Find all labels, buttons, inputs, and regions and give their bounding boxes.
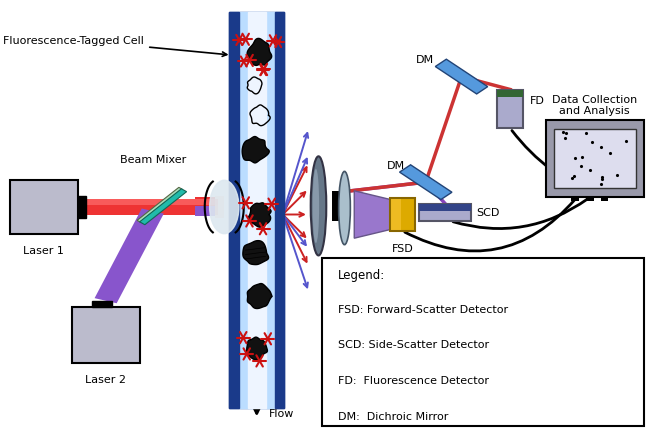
Bar (419, 204, 471, 221)
Polygon shape (400, 166, 452, 200)
Bar (275, 13, 284, 408)
Ellipse shape (311, 157, 326, 256)
Bar (248, 13, 266, 408)
Text: FD: FD (530, 96, 545, 106)
Bar (72, 307, 140, 363)
Bar (10, 181, 78, 234)
FancyArrowPatch shape (453, 200, 588, 229)
Bar (239, 13, 275, 408)
Bar (92, 301, 112, 307)
FancyArrowPatch shape (405, 200, 575, 252)
Text: Legend:: Legend: (338, 269, 385, 282)
Bar (229, 13, 284, 408)
Text: SCD: Side-Scatter Detector: SCD: Side-Scatter Detector (338, 340, 489, 350)
Text: SCD: SCD (476, 208, 500, 218)
Text: DM:  Dichroic Mirror: DM: Dichroic Mirror (338, 411, 448, 421)
Ellipse shape (339, 172, 350, 245)
Text: Laser 1: Laser 1 (23, 245, 64, 255)
Bar (86, 200, 218, 205)
Bar (195, 197, 215, 206)
Text: Flow: Flow (268, 408, 294, 418)
Text: FD:  Fluorescence Detector: FD: Fluorescence Detector (338, 375, 489, 385)
Text: FSD: Forward-Scatter Detector: FSD: Forward-Scatter Detector (338, 304, 508, 314)
Polygon shape (140, 189, 187, 225)
Polygon shape (247, 338, 267, 359)
Bar (497, 90, 523, 98)
Polygon shape (242, 137, 269, 163)
Bar (419, 204, 471, 211)
Polygon shape (354, 191, 390, 239)
Bar (546, 120, 644, 198)
Bar (229, 13, 239, 408)
Bar (601, 197, 608, 201)
Polygon shape (247, 39, 272, 66)
Polygon shape (248, 203, 271, 227)
Polygon shape (243, 241, 268, 265)
Bar (390, 199, 415, 231)
Bar (86, 200, 218, 215)
Bar (391, 200, 401, 230)
Bar (586, 197, 594, 201)
Polygon shape (137, 188, 182, 223)
Text: DM: DM (416, 55, 434, 65)
Bar (195, 206, 215, 216)
Polygon shape (436, 60, 488, 95)
Text: Beam Mixer: Beam Mixer (120, 154, 186, 164)
Text: DM: DM (387, 160, 405, 171)
Bar (332, 191, 339, 221)
Polygon shape (95, 209, 164, 304)
Ellipse shape (313, 169, 319, 243)
FancyArrowPatch shape (512, 131, 600, 197)
Polygon shape (248, 284, 272, 309)
Text: Laser 2: Laser 2 (85, 374, 126, 384)
Bar (239, 13, 275, 408)
Bar (497, 90, 523, 129)
Bar (554, 130, 636, 188)
Text: Data Collection
and Analysis: Data Collection and Analysis (552, 95, 638, 116)
Ellipse shape (209, 181, 239, 234)
Bar (78, 197, 86, 218)
Bar (214, 197, 224, 218)
Text: Fluorescence-Tagged Cell: Fluorescence-Tagged Cell (3, 36, 227, 57)
Text: FSD: FSD (391, 243, 413, 253)
Bar (322, 258, 644, 426)
Bar (571, 197, 579, 201)
